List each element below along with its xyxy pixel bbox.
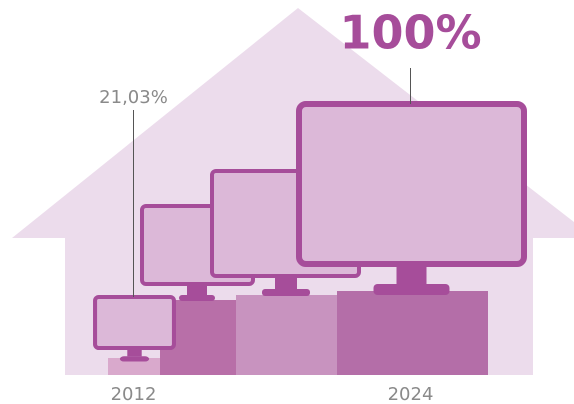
value-label: 21,03%	[99, 87, 168, 108]
monitor	[299, 104, 524, 264]
pedestal	[337, 291, 488, 375]
monitor-stand	[187, 285, 207, 295]
monitor	[95, 297, 174, 348]
monitor-base	[120, 356, 149, 361]
monitor-base	[179, 295, 215, 301]
x-tick-label: 2024	[388, 384, 434, 404]
value-label: 100%	[339, 6, 481, 60]
monitor-base	[374, 284, 450, 295]
x-tick-label: 2012	[111, 384, 157, 404]
monitor-stand	[275, 277, 297, 289]
pedestal	[236, 295, 337, 375]
chart: 21,03% 2012 100% 2024	[0, 0, 574, 404]
monitor-base	[262, 289, 310, 296]
